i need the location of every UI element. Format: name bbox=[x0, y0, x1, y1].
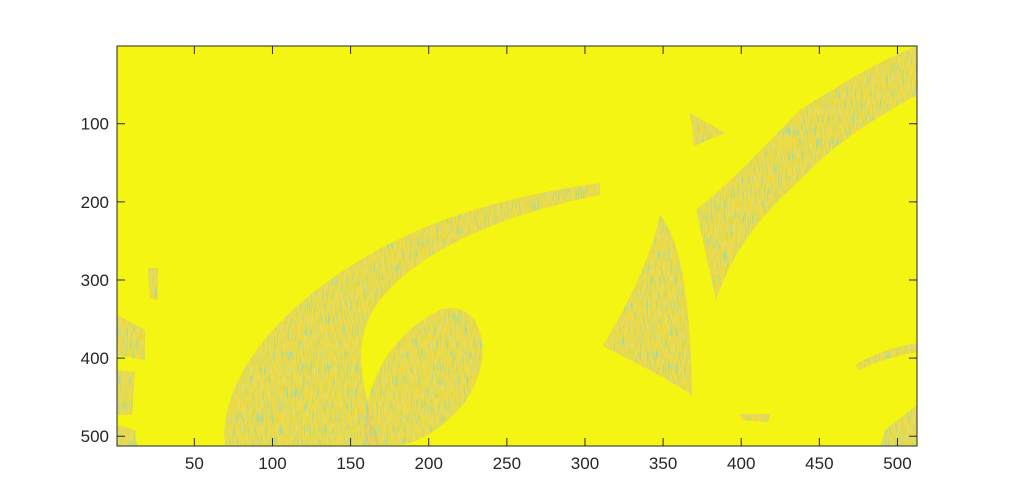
textured-region bbox=[117, 315, 145, 360]
x-tick-label: 200 bbox=[415, 454, 443, 473]
textured-region bbox=[364, 308, 483, 445]
y-tick-label: 200 bbox=[81, 193, 109, 212]
x-tick-label: 350 bbox=[649, 454, 677, 473]
x-axis: 50 100 150 200 250 300 350 400 450 500 bbox=[185, 46, 912, 473]
x-tick-label: 150 bbox=[336, 454, 364, 473]
textured-region bbox=[740, 414, 770, 422]
x-tick-label: 450 bbox=[805, 454, 833, 473]
y-tick-label: 500 bbox=[81, 427, 109, 446]
textured-region bbox=[603, 215, 692, 395]
textured-regions bbox=[117, 46, 917, 446]
x-tick-label: 500 bbox=[883, 454, 911, 473]
x-tick-label: 100 bbox=[258, 454, 286, 473]
axes-box bbox=[116, 45, 918, 447]
y-tick-label: 400 bbox=[81, 349, 109, 368]
y-tick-label: 100 bbox=[81, 115, 109, 134]
textured-region bbox=[117, 425, 137, 446]
y-tick-label: 300 bbox=[81, 271, 109, 290]
textured-region bbox=[690, 113, 725, 146]
textured-region bbox=[148, 268, 158, 300]
x-tick-label: 50 bbox=[185, 454, 204, 473]
textured-region bbox=[224, 183, 600, 445]
x-tick-label: 400 bbox=[727, 454, 755, 473]
x-tick-label: 250 bbox=[493, 454, 521, 473]
textured-region bbox=[880, 405, 917, 446]
y-axis: 100 200 300 400 500 bbox=[81, 115, 917, 446]
textured-region bbox=[696, 46, 917, 300]
heatmap-image bbox=[117, 46, 917, 446]
x-tick-label: 300 bbox=[571, 454, 599, 473]
textured-region bbox=[117, 370, 135, 415]
textured-region bbox=[855, 343, 917, 370]
